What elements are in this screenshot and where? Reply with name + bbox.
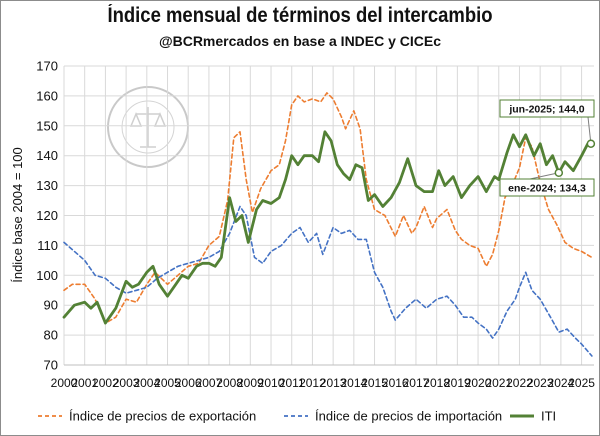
x-tick-label: 2001 xyxy=(71,376,98,390)
legend-label-export: Índice de precios de exportación xyxy=(69,409,256,424)
y-tick-label: 120 xyxy=(36,208,58,223)
y-axis-ticks: 70 80 90 100 110 120 130 140 150 160 170 xyxy=(36,59,58,373)
x-tick-label: 2023 xyxy=(527,376,554,390)
y-tick-label: 100 xyxy=(36,268,58,283)
x-tick-label: 2014 xyxy=(340,376,367,390)
x-tick-label: 2019 xyxy=(444,376,471,390)
annotation-leader xyxy=(529,172,559,180)
x-tick-label: 2002 xyxy=(92,376,119,390)
y-tick-label: 80 xyxy=(44,328,58,343)
y-tick-label: 140 xyxy=(36,148,58,163)
annotation-label: jun-2025; 144,0 xyxy=(508,104,584,116)
x-tick-label: 2018 xyxy=(423,376,450,390)
y-tick-label: 170 xyxy=(36,59,58,74)
x-tick-label: 2005 xyxy=(154,376,181,390)
x-tick-label: 2012 xyxy=(299,376,326,390)
watermark-seal xyxy=(107,86,189,168)
annotation-box xyxy=(499,99,595,118)
series-line-iti xyxy=(62,130,593,325)
x-tick-label: 2024 xyxy=(548,376,575,390)
legend: Índice de precios de exportación Índice d… xyxy=(38,409,556,424)
annotation-leader xyxy=(587,116,592,144)
x-tick-label: 2025 xyxy=(568,376,595,390)
x-tick-label: 2021 xyxy=(485,376,512,390)
x-tick-label: 2006 xyxy=(175,376,202,390)
y-tick-label: 70 xyxy=(44,358,58,373)
legend-label-import: Índice de precios de importación xyxy=(315,409,502,424)
x-tick-label: 2015 xyxy=(361,376,388,390)
annotation-label: ene-2024; 134,3 xyxy=(508,183,586,195)
y-tick-label: 150 xyxy=(36,118,58,133)
annotation-box xyxy=(499,178,595,197)
y-tick-label: 160 xyxy=(36,88,58,103)
chart-title: Índice mensual de términos del intercamb… xyxy=(107,4,493,27)
y-tick-label: 130 xyxy=(36,178,58,193)
x-tick-label: 2000 xyxy=(51,376,78,390)
x-axis-ticks: 2000200120022003200420052006200720082009… xyxy=(51,376,596,390)
x-tick-label: 2017 xyxy=(403,376,430,390)
y-axis-label: Índice base 2004 = 100 xyxy=(10,147,25,283)
chart-subtitle: @BCRmercados en base a INDEC y CICEc xyxy=(158,33,442,49)
y-tick-label: 110 xyxy=(37,238,58,253)
x-tick-label: 2003 xyxy=(113,376,140,390)
legend-label-iti: ITI xyxy=(541,409,556,424)
x-tick-label: 2004 xyxy=(133,376,160,390)
series-line-import xyxy=(63,205,593,357)
x-tick-label: 2011 xyxy=(279,376,305,390)
annotation-marker xyxy=(586,139,596,148)
x-tick-label: 2009 xyxy=(237,376,264,390)
annotation-marker xyxy=(554,168,564,177)
x-tick-label: 2016 xyxy=(382,376,409,390)
series-lines xyxy=(62,92,593,357)
x-tick-label: 2022 xyxy=(506,376,533,390)
x-tick-label: 2010 xyxy=(258,376,285,390)
x-tick-label: 2007 xyxy=(196,376,223,390)
x-tick-label: 2020 xyxy=(465,376,492,390)
x-tick-label: 2008 xyxy=(216,376,243,390)
x-tick-label: 2013 xyxy=(320,376,347,390)
annotations: jun-2025; 144,0 ene-2024; 134,3 xyxy=(499,99,596,197)
y-tick-label: 90 xyxy=(44,298,58,313)
